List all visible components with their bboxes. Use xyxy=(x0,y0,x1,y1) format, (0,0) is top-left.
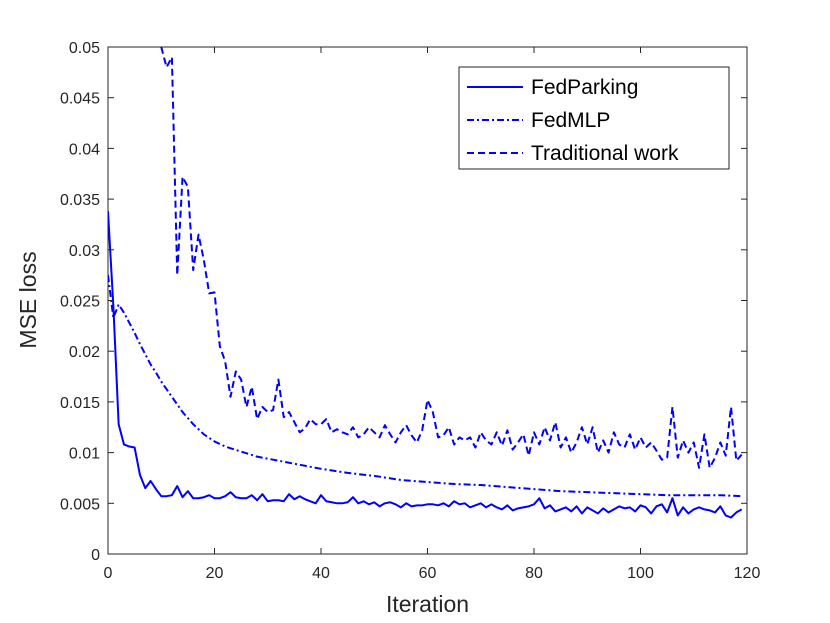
y-tick-label: 0.035 xyxy=(60,192,100,209)
y-tick-label: 0.05 xyxy=(69,40,100,57)
axes-layer: 0 20 40 60 80 100 120 0 0.005 0.01 0.015 0.02 0.025 0… xyxy=(60,40,760,582)
legend-label-fedmlp: FedMLP xyxy=(531,109,610,132)
series-layer xyxy=(108,47,743,519)
x-tick-label: 60 xyxy=(419,565,437,582)
legend-label-traditional-work: Traditional work xyxy=(531,142,679,165)
y-tick-label: 0.03 xyxy=(69,243,100,260)
x-tick-label: 40 xyxy=(312,565,330,582)
x-axis-label: Iteration xyxy=(386,591,469,617)
y-tick-label: 0 xyxy=(91,547,100,564)
x-tick-label: 0 xyxy=(104,565,113,582)
x-tick-label: 80 xyxy=(525,565,543,582)
y-tick-label: 0.04 xyxy=(69,141,100,158)
x-tick-label: 120 xyxy=(734,565,761,582)
series-line-fedparking xyxy=(108,211,743,519)
y-tick-label: 0.025 xyxy=(60,294,100,311)
y-tick-label: 0.02 xyxy=(69,344,100,361)
series-line-traditional-work xyxy=(160,47,743,469)
y-tick-label: 0.005 xyxy=(60,496,100,513)
legend: FedParking FedMLP Traditional work xyxy=(458,66,730,170)
legend-label-fedparking: FedParking xyxy=(531,76,638,99)
y-axis-label: MSE loss xyxy=(15,251,41,348)
y-tick-label: 0.045 xyxy=(60,91,100,108)
y-tick-label: 0.01 xyxy=(69,446,100,463)
x-tick-label: 20 xyxy=(206,565,224,582)
x-tick-label: 100 xyxy=(627,565,654,582)
series-line-fedmlp xyxy=(108,275,742,498)
y-tick-label: 0.015 xyxy=(60,395,100,412)
